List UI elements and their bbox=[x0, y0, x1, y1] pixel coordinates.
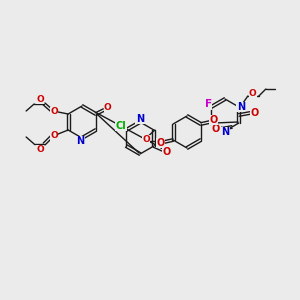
Text: O: O bbox=[210, 115, 218, 125]
Text: O: O bbox=[36, 146, 44, 154]
Text: O: O bbox=[104, 103, 112, 112]
Text: N: N bbox=[237, 102, 245, 112]
Text: O: O bbox=[50, 131, 58, 140]
Text: F: F bbox=[205, 99, 212, 109]
Text: N: N bbox=[136, 114, 144, 124]
Text: N: N bbox=[76, 136, 84, 146]
Text: O: O bbox=[251, 108, 259, 118]
Text: N: N bbox=[221, 127, 229, 137]
Text: O: O bbox=[249, 88, 257, 98]
Text: O: O bbox=[156, 138, 164, 148]
Text: O: O bbox=[50, 107, 58, 116]
Text: O: O bbox=[212, 124, 220, 134]
Text: Cl: Cl bbox=[116, 121, 127, 131]
Text: O: O bbox=[36, 94, 44, 103]
Text: O: O bbox=[142, 136, 150, 145]
Text: O: O bbox=[163, 147, 171, 157]
